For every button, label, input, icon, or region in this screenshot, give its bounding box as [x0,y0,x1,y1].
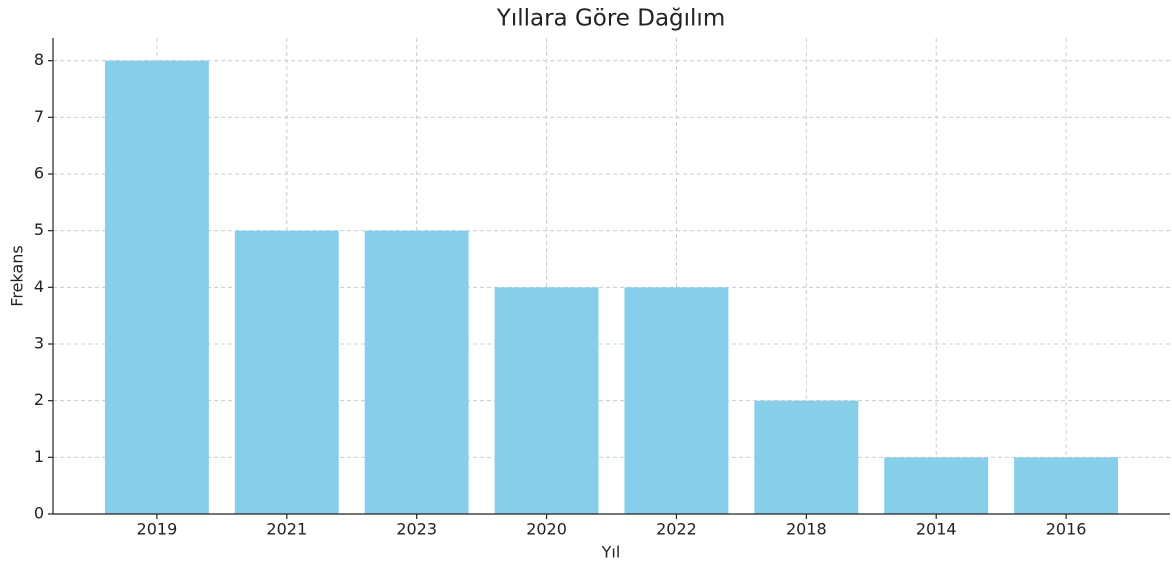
bar [364,230,469,514]
x-tick-label: 2014 [916,520,957,539]
x-tick-label: 2016 [1046,520,1087,539]
y-tick-label: 7 [34,107,44,126]
y-tick-label: 4 [34,277,44,296]
y-axis-label: Frekans [8,245,27,306]
bar [624,287,729,514]
x-tick-label: 2022 [656,520,697,539]
y-tick-label: 5 [34,220,44,239]
x-axis-label: Yıl [601,543,621,562]
y-tick-label: 8 [34,50,44,69]
y-tick-label: 0 [34,504,44,523]
chart-title: Yıllara Göre Dağılım [496,6,725,32]
x-tick-label: 2020 [526,520,567,539]
x-tick-label: 2021 [266,520,307,539]
x-tick-label: 2018 [786,520,827,539]
y-tick-label: 2 [34,390,44,409]
x-tick-label: 2019 [137,520,178,539]
bar [234,230,339,514]
y-tick-label: 3 [34,334,44,353]
y-tick-label: 6 [34,164,44,183]
bar [884,457,989,514]
bar [104,60,209,515]
bar [1014,457,1119,514]
bar [754,400,859,514]
y-tick-label: 1 [34,447,44,466]
bar [494,287,599,514]
x-tick-label: 2023 [396,520,437,539]
